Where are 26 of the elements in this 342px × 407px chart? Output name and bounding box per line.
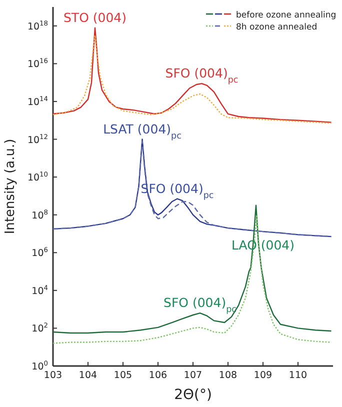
y-tick-label: 10$^{12}$ <box>27 132 48 146</box>
legend-label: 8h ozone annealed <box>236 22 318 32</box>
x-tick-label: 108 <box>218 370 238 381</box>
x-tick-label: 103 <box>44 370 62 381</box>
y-tick-label: 10$^{4}$ <box>32 284 48 297</box>
y-axis-title: Intensity (a.u.) <box>3 138 18 234</box>
annotation: SFO (004)$_{pc}$ <box>165 66 238 86</box>
y-tick-label: 10$^{14}$ <box>27 94 48 108</box>
legend-label: before ozone annealing <box>236 10 336 20</box>
y-tick-label: 10$^{16}$ <box>27 57 48 70</box>
x-tick-label: 110 <box>288 370 308 381</box>
y-tick-label: 10$^{8}$ <box>32 208 48 222</box>
y-tick-label: 10$^{0}$ <box>32 360 48 372</box>
y-tick-label: 10$^{10}$ <box>27 170 48 184</box>
annotation: STO (004) <box>64 10 126 25</box>
y-tick-label: 10$^{6}$ <box>32 246 48 260</box>
y-tick-label: 10$^{2}$ <box>32 322 48 335</box>
x-tick-label: 106 <box>148 370 168 381</box>
annotation: LSAT (004)$_{pc}$ <box>103 121 182 142</box>
x-tick-label: 105 <box>114 370 132 381</box>
x-tick-label: 107 <box>184 370 202 381</box>
y-tick-label: 10$^{18}$ <box>27 19 48 32</box>
x-tick-label: 104 <box>78 370 98 381</box>
x-axis-title: 2Θ(°) <box>174 387 212 403</box>
x-tick-label: 109 <box>254 370 272 381</box>
annotation: SFO (004)$_{pc}$ <box>164 295 237 316</box>
